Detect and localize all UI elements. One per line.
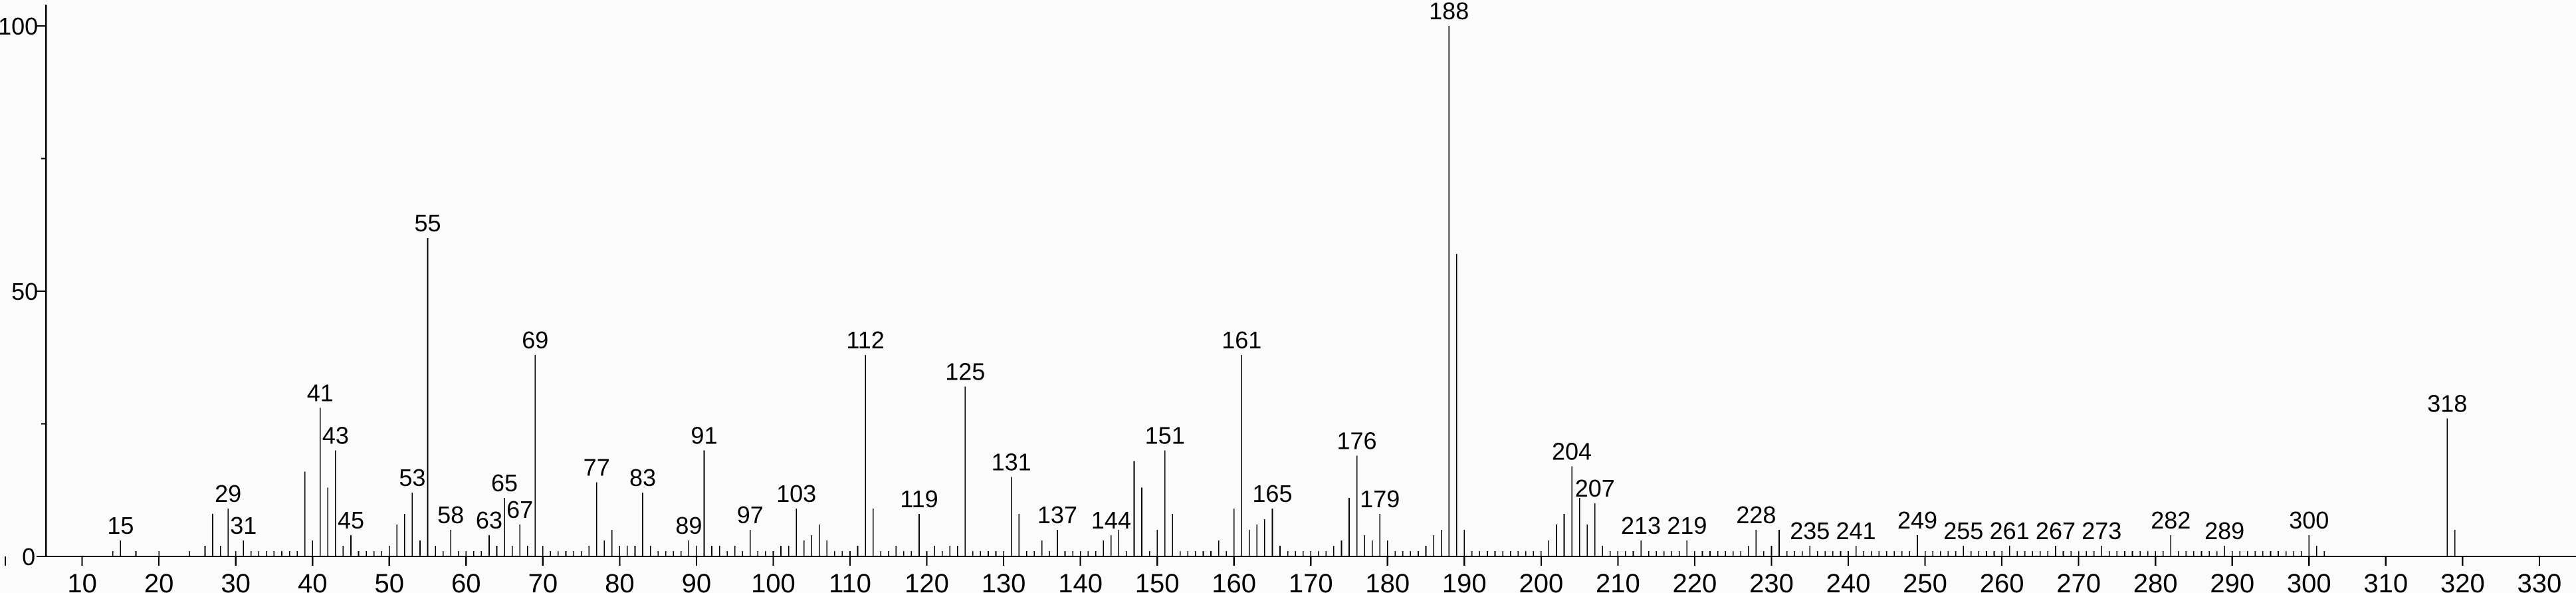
svg-text:320: 320: [2440, 569, 2485, 593]
svg-text:280: 280: [2133, 569, 2178, 593]
svg-text:130: 130: [982, 569, 1026, 593]
svg-text:241: 241: [1836, 517, 1876, 544]
svg-text:318: 318: [2427, 390, 2467, 417]
svg-text:100: 100: [751, 569, 796, 593]
svg-text:53: 53: [399, 464, 425, 491]
svg-text:100: 100: [0, 13, 38, 40]
svg-text:179: 179: [1360, 485, 1400, 513]
svg-text:190: 190: [1442, 569, 1487, 593]
svg-text:20: 20: [144, 569, 174, 593]
svg-text:0: 0: [22, 543, 35, 570]
svg-text:228: 228: [1736, 501, 1776, 529]
svg-text:260: 260: [1980, 569, 2024, 593]
svg-text:43: 43: [322, 421, 349, 449]
svg-text:207: 207: [1575, 475, 1615, 502]
svg-text:300: 300: [2287, 569, 2331, 593]
svg-text:255: 255: [1943, 517, 1983, 544]
svg-text:249: 249: [1897, 507, 1937, 534]
svg-text:131: 131: [992, 448, 1031, 475]
svg-text:250: 250: [1903, 569, 1947, 593]
svg-text:165: 165: [1252, 480, 1292, 507]
svg-text:50: 50: [375, 569, 405, 593]
svg-text:45: 45: [338, 507, 364, 534]
svg-text:15: 15: [107, 512, 134, 539]
svg-text:200: 200: [1519, 569, 1563, 593]
svg-text:80: 80: [605, 569, 635, 593]
svg-text:270: 270: [2056, 569, 2101, 593]
svg-text:67: 67: [506, 496, 533, 523]
svg-text:91: 91: [691, 421, 717, 449]
svg-text:204: 204: [1552, 437, 1592, 465]
svg-text:282: 282: [2151, 507, 2191, 534]
svg-text:160: 160: [1212, 569, 1256, 593]
svg-text:170: 170: [1289, 569, 1333, 593]
svg-text:310: 310: [2363, 569, 2408, 593]
svg-text:41: 41: [307, 380, 334, 407]
svg-text:267: 267: [2036, 517, 2076, 544]
svg-text:77: 77: [584, 453, 610, 481]
svg-text:55: 55: [414, 209, 441, 237]
svg-text:330: 330: [2517, 569, 2561, 593]
svg-text:161: 161: [1222, 326, 1261, 354]
svg-text:90: 90: [682, 569, 712, 593]
svg-text:219: 219: [1667, 512, 1707, 539]
svg-text:70: 70: [528, 569, 558, 593]
svg-text:180: 180: [1365, 569, 1410, 593]
svg-text:140: 140: [1058, 569, 1103, 593]
svg-text:63: 63: [476, 507, 502, 534]
svg-text:103: 103: [776, 480, 816, 507]
svg-text:213: 213: [1621, 512, 1661, 539]
svg-text:290: 290: [2210, 569, 2254, 593]
svg-text:144: 144: [1091, 507, 1131, 534]
svg-text:150: 150: [1135, 569, 1180, 593]
svg-text:69: 69: [522, 326, 548, 354]
svg-text:60: 60: [451, 569, 481, 593]
svg-text:120: 120: [905, 569, 949, 593]
svg-text:40: 40: [298, 569, 328, 593]
svg-text:89: 89: [675, 512, 702, 539]
svg-text:97: 97: [737, 501, 764, 529]
svg-text:137: 137: [1037, 501, 1077, 529]
svg-text:65: 65: [491, 469, 518, 497]
svg-text:119: 119: [900, 485, 938, 513]
svg-text:50: 50: [11, 278, 38, 305]
svg-text:29: 29: [215, 480, 241, 507]
svg-text:125: 125: [945, 358, 985, 386]
svg-text:273: 273: [2082, 517, 2121, 544]
svg-text:176: 176: [1337, 427, 1377, 454]
svg-text:230: 230: [1749, 569, 1794, 593]
svg-text:151: 151: [1145, 421, 1185, 449]
svg-text:188: 188: [1429, 0, 1469, 25]
svg-text:10: 10: [67, 569, 97, 593]
svg-text:83: 83: [629, 464, 656, 491]
svg-text:112: 112: [846, 326, 884, 354]
svg-text:220: 220: [1673, 569, 1717, 593]
svg-text:31: 31: [230, 512, 257, 539]
svg-text:30: 30: [221, 569, 251, 593]
svg-text:289: 289: [2204, 517, 2244, 544]
svg-text:235: 235: [1790, 517, 1830, 544]
svg-text:110: 110: [829, 569, 871, 593]
svg-text:58: 58: [437, 501, 464, 529]
svg-text:210: 210: [1596, 569, 1640, 593]
svg-text:300: 300: [2289, 507, 2329, 534]
svg-text:261: 261: [1990, 517, 2030, 544]
svg-text:240: 240: [1826, 569, 1871, 593]
